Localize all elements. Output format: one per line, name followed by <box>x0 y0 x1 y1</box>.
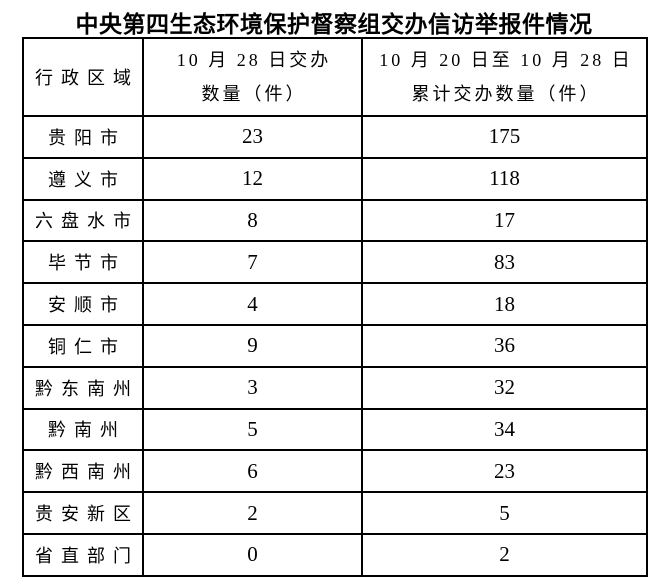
region-cell: 黔东南州 <box>22 365 144 410</box>
daily-count-cell: 8 <box>142 198 363 243</box>
table-row: 安顺市 4 18 <box>22 282 648 326</box>
table-row: 六盘水市 8 17 <box>22 198 648 243</box>
region-cell: 六盘水市 <box>22 198 144 243</box>
region-cell: 黔南州 <box>22 407 144 452</box>
table-row: 毕节市 7 83 <box>22 240 648 285</box>
table-row: 省直部门 0 2 <box>22 532 648 577</box>
table-row: 黔南州 5 34 <box>22 407 648 452</box>
region-cell: 黔西南州 <box>22 449 144 494</box>
cumulative-count-cell: 175 <box>361 115 648 159</box>
region-cell: 铜仁市 <box>22 323 144 368</box>
daily-count-cell: 0 <box>142 532 363 577</box>
daily-count-cell: 9 <box>142 323 363 368</box>
cumulative-count-cell: 17 <box>361 198 648 243</box>
table-row: 贵安新区 2 5 <box>22 491 648 535</box>
header-row: 行政区域 10 月 28 日交办 数量（件） 10 月 20 日至 10 月 2… <box>22 37 648 117</box>
daily-count-cell: 6 <box>142 449 363 494</box>
header-cumulative-line2: 累计交办数量（件） <box>411 84 601 104</box>
region-cell: 毕节市 <box>22 240 144 285</box>
table-row: 铜仁市 9 36 <box>22 323 648 368</box>
cumulative-count-cell: 36 <box>361 323 648 368</box>
table-row: 黔东南州 3 32 <box>22 365 648 410</box>
daily-count-cell: 2 <box>142 491 363 535</box>
daily-count-cell: 23 <box>142 115 363 159</box>
header-daily-count: 10 月 28 日交办 数量（件） <box>142 37 363 117</box>
header-daily-line1: 10 月 28 日交办 <box>176 50 332 70</box>
region-cell: 贵阳市 <box>22 115 144 159</box>
cumulative-count-cell: 23 <box>361 449 648 494</box>
region-cell: 遵义市 <box>22 156 144 201</box>
cumulative-count-cell: 32 <box>361 365 648 410</box>
region-cell: 安顺市 <box>22 282 144 326</box>
region-cell: 贵安新区 <box>22 491 144 535</box>
header-cumulative-count: 10 月 20 日至 10 月 28 日 累计交办数量（件） <box>361 37 648 117</box>
cumulative-count-cell: 2 <box>361 532 648 577</box>
daily-count-cell: 7 <box>142 240 363 285</box>
daily-count-cell: 3 <box>142 365 363 410</box>
header-region: 行政区域 <box>22 37 144 117</box>
cumulative-count-cell: 83 <box>361 240 648 285</box>
daily-count-cell: 5 <box>142 407 363 452</box>
table-row: 贵阳市 23 175 <box>22 115 648 159</box>
region-cell: 省直部门 <box>22 532 144 577</box>
header-cumulative-line1: 10 月 20 日至 10 月 28 日 <box>379 50 633 70</box>
cumulative-count-cell: 18 <box>361 282 648 326</box>
report-table: 行政区域 10 月 28 日交办 数量（件） 10 月 20 日至 10 月 2… <box>22 37 648 577</box>
daily-count-cell: 4 <box>142 282 363 326</box>
page-title: 中央第四生态环境保护督察组交办信访举报件情况 <box>75 11 593 37</box>
table-row: 黔西南州 6 23 <box>22 449 648 494</box>
cumulative-count-cell: 34 <box>361 407 648 452</box>
header-daily-line2: 数量（件） <box>201 84 307 104</box>
table-row: 遵义市 12 118 <box>22 156 648 201</box>
cumulative-count-cell: 118 <box>361 156 648 201</box>
cumulative-count-cell: 5 <box>361 491 648 535</box>
daily-count-cell: 12 <box>142 156 363 201</box>
